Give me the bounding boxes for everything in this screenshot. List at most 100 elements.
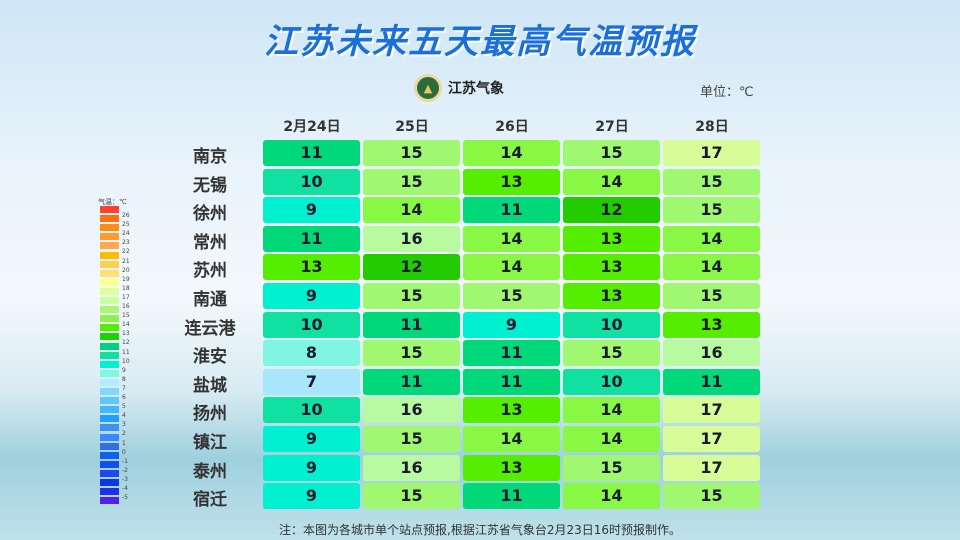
temp-cell: 7 [263, 368, 360, 395]
temp-cell: 15 [663, 283, 760, 309]
city-name: 常州 [193, 232, 227, 253]
temp-cell: 11 [363, 311, 460, 338]
legend-label: -5 [122, 494, 128, 502]
temp-cell: 13 [263, 254, 360, 281]
temp-cell: 11 [663, 368, 760, 395]
city-name: 扬州 [193, 404, 227, 425]
legend-label: 10 [122, 357, 130, 365]
legend-label: 12 [122, 339, 130, 347]
temp-cell: 13 [463, 397, 560, 424]
city-name: 镇江 [193, 433, 227, 453]
date-header: 25日 [395, 119, 429, 135]
city-name: 无锡 [193, 175, 227, 196]
legend-label: 24 [122, 230, 130, 238]
legend-swatch [100, 433, 119, 441]
legend-swatch [100, 406, 119, 414]
temp-cell: 15 [363, 140, 460, 166]
temp-cell: 15 [363, 168, 460, 195]
temp-cell: 11 [463, 368, 560, 395]
temp-cell: 10 [263, 311, 360, 338]
temp-cell: 11 [263, 140, 360, 166]
legend-swatch [100, 287, 119, 295]
temp-cell: 11 [463, 340, 560, 367]
footnote: 注：本图为各城市单个站点预报,根据江苏省气象台2月23日16时预报制作。 [279, 523, 681, 537]
temp-cell: 11 [463, 483, 560, 510]
legend-label: 19 [122, 275, 130, 283]
temp-cell: 15 [663, 483, 760, 510]
legend-label: 23 [122, 239, 130, 247]
temp-cell: 9 [263, 283, 360, 309]
legend-swatch [100, 451, 119, 459]
legend-swatch [100, 315, 119, 323]
legend-label: -2 [122, 466, 128, 474]
temp-cell: 16 [363, 397, 460, 424]
legend-label: 5 [122, 403, 126, 411]
temp-cell: 14 [463, 254, 560, 281]
temp-cell: 12 [563, 197, 660, 224]
legend-label: 14 [122, 321, 130, 329]
legend-swatch [100, 224, 119, 232]
temp-cell: 14 [463, 225, 560, 252]
legend-swatch [100, 306, 119, 314]
legend-swatch [100, 442, 119, 450]
emblem-icon: ▲ [414, 74, 442, 102]
legend-swatch [100, 251, 119, 259]
temp-cell: 14 [563, 483, 660, 510]
legend-swatch [100, 460, 119, 468]
city-name: 苏州 [193, 261, 227, 282]
temp-cell: 9 [263, 426, 360, 452]
city-name: 淮安 [193, 347, 227, 368]
date-header: 26日 [495, 119, 529, 135]
temp-cell: 15 [363, 340, 460, 367]
city-name: 连云港 [184, 318, 236, 339]
temp-cell: 14 [663, 254, 760, 281]
temp-cell: 17 [663, 454, 760, 481]
legend-label: 16 [122, 303, 130, 310]
temp-cell: 13 [663, 311, 760, 338]
legend-label: -1 [122, 457, 128, 465]
legend-label: -4 [122, 485, 128, 492]
page-title: 江苏未来五天最高气温预报 [264, 22, 696, 62]
legend-label: 22 [122, 248, 130, 256]
temp-cell: 15 [463, 283, 560, 309]
legend-swatch [100, 424, 119, 432]
temp-cell: 13 [563, 225, 660, 252]
legend-swatch [100, 342, 119, 350]
temp-cell: 15 [563, 454, 660, 481]
legend-swatch [100, 333, 119, 341]
temp-cell: 8 [263, 340, 360, 367]
legend-swatch [100, 415, 119, 423]
temp-cell: 9 [463, 311, 560, 338]
legend-swatch [100, 351, 119, 359]
legend-swatch [100, 497, 119, 505]
temp-cell: 12 [363, 254, 460, 281]
temp-cell: 14 [463, 140, 560, 166]
city-name: 徐州 [193, 204, 227, 225]
temp-cell: 11 [363, 368, 460, 395]
legend-label: 11 [122, 348, 130, 356]
legend-swatch [100, 479, 119, 486]
legend-swatch [100, 369, 119, 377]
legend-label: 1 [122, 439, 126, 447]
temp-cell: 11 [463, 197, 560, 224]
temp-cell: 15 [563, 140, 660, 166]
legend-swatch [100, 388, 119, 395]
temp-cell: 15 [363, 283, 460, 309]
legend-label: 18 [122, 284, 130, 292]
temp-cell: 13 [563, 283, 660, 309]
legend-swatch [100, 233, 119, 241]
temp-cell: 15 [563, 340, 660, 367]
legend-swatch [100, 378, 119, 386]
temp-cell: 17 [663, 426, 760, 452]
legend-swatch [100, 269, 119, 277]
unit-label: 单位：℃ [700, 85, 754, 100]
temp-cell: 15 [363, 483, 460, 510]
legend-swatch [100, 469, 119, 477]
legend-swatch [100, 397, 119, 405]
legend-label: 20 [122, 266, 130, 274]
legend-label: 9 [122, 366, 126, 374]
logo: ▲ 江苏气象 [414, 74, 504, 102]
legend-label: 0 [122, 448, 126, 456]
legend-label: 8 [122, 375, 126, 383]
legend-label: 2 [122, 430, 126, 438]
